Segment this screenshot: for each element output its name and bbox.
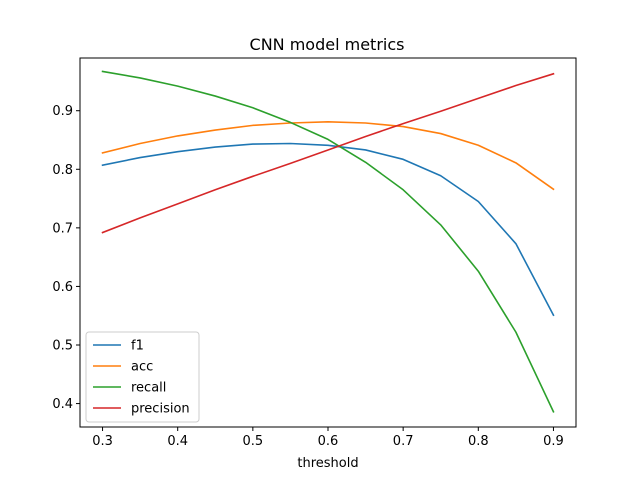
legend-label-f1: f1 xyxy=(131,339,144,354)
y-tick-label: 0.4 xyxy=(52,397,73,412)
legend: f1 acc recall precision xyxy=(85,331,200,423)
legend-label-recall: recall xyxy=(131,381,166,396)
legend-box xyxy=(85,331,200,423)
x-axis-label: threshold xyxy=(297,456,358,471)
x-tick-label: 0.6 xyxy=(318,434,339,449)
y-tick-label: 0.8 xyxy=(52,163,73,178)
series-line-recall xyxy=(101,70,555,413)
x-tick-label: 0.5 xyxy=(243,434,264,449)
series-line-acc xyxy=(101,121,555,191)
x-tick-label: 0.4 xyxy=(167,434,188,449)
x-tick-label: 0.8 xyxy=(468,434,489,449)
x-tick-label: 0.3 xyxy=(92,434,113,449)
x-axis-ticks: 0.3 0.4 0.5 0.6 0.7 0.8 0.9 xyxy=(92,427,564,449)
y-tick-label: 0.6 xyxy=(52,280,73,295)
chart-title: CNN model metrics xyxy=(250,35,405,54)
y-axis-ticks: 0.4 0.5 0.6 0.7 0.8 0.9 xyxy=(52,104,80,412)
legend-label-precision: precision xyxy=(131,402,190,417)
x-tick-label: 0.7 xyxy=(393,434,414,449)
x-tick-label: 0.9 xyxy=(543,434,564,449)
y-tick-label: 0.5 xyxy=(52,339,73,354)
legend-label-acc: acc xyxy=(131,360,153,375)
y-tick-label: 0.7 xyxy=(52,221,73,236)
series-line-precision xyxy=(101,72,555,234)
series-line-f1 xyxy=(101,142,555,317)
y-tick-label: 0.9 xyxy=(52,104,73,119)
plot-lines xyxy=(101,70,555,413)
